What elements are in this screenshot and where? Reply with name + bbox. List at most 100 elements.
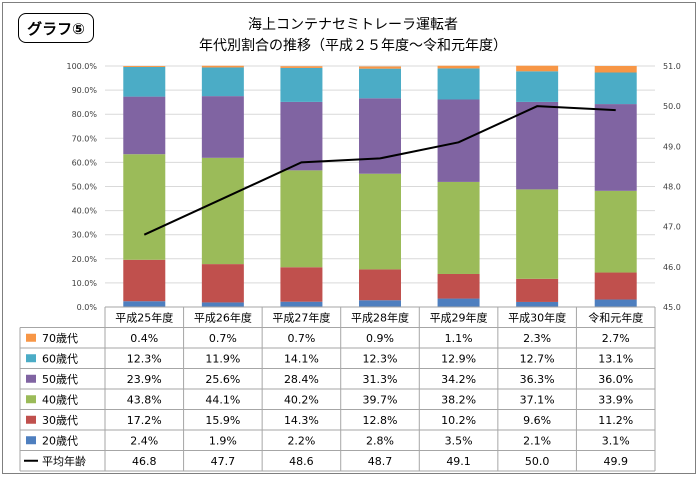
data-label: 36.0% — [598, 373, 633, 386]
bar-segment-60s — [359, 68, 401, 99]
x-category-label: 平成30年度 — [508, 310, 566, 324]
data-label: 2.8% — [366, 434, 394, 447]
legend-label: 平均年齢 — [42, 454, 86, 468]
bar-segment-70s — [201, 65, 244, 68]
y-left-tick-label: 90.0% — [72, 86, 98, 95]
legend-swatch-50s — [26, 374, 36, 383]
data-label: 36.3% — [520, 373, 555, 386]
chart-title-line-1: 海上コンテナセミトレーラ運転者 — [248, 17, 458, 33]
data-label: 13.1% — [598, 352, 633, 365]
legend-label: 50歳代 — [42, 373, 78, 386]
legend-label: 30歳代 — [42, 414, 78, 427]
data-label: 12.8% — [363, 414, 398, 427]
data-label: 37.1% — [520, 393, 555, 406]
bar-segment-50s — [437, 99, 480, 182]
bar-segment-20s — [123, 301, 166, 307]
bar-segment-30s — [123, 259, 166, 302]
bar-segment-60s — [123, 66, 166, 97]
data-label: 2.1% — [523, 434, 551, 447]
data-label: 2.7% — [602, 332, 630, 345]
legend-swatch-60s — [26, 354, 36, 363]
legend-label: 70歳代 — [42, 332, 78, 345]
bar-segment-40s — [201, 157, 244, 265]
data-label: 3.1% — [602, 434, 630, 447]
data-label: 3.5% — [445, 434, 473, 447]
y-right-tick-label: 47.0 — [663, 223, 681, 232]
bar-segment-40s — [516, 189, 559, 279]
bar-segment-40s — [123, 154, 166, 260]
data-label: 1.9% — [209, 434, 237, 447]
x-category-label: 平成26年度 — [194, 310, 252, 324]
y-right-tick-label: 50.0 — [663, 102, 681, 111]
x-category-label: 令和元年度 — [588, 310, 643, 324]
data-label: 12.3% — [127, 352, 162, 365]
bar-segment-70s — [123, 66, 166, 67]
data-label: 39.7% — [363, 393, 398, 406]
data-label: 0.7% — [287, 332, 315, 345]
data-label: 31.3% — [363, 373, 398, 386]
data-label: 33.9% — [598, 393, 633, 406]
bar-segment-20s — [594, 299, 637, 307]
y-left-tick-label: 30.0% — [72, 231, 98, 240]
y-left-tick-label: 40.0% — [72, 207, 98, 216]
bar-segment-40s — [359, 173, 401, 270]
x-category-label: 平成25年度 — [115, 310, 173, 324]
bar-segment-30s — [516, 278, 559, 302]
bar-segment-70s — [594, 66, 637, 73]
data-label: 49.9 — [603, 455, 628, 468]
y-right-tick-label: 45.0 — [663, 303, 681, 312]
data-label: 14.1% — [284, 352, 319, 365]
bar-segment-30s — [437, 273, 480, 299]
data-label: 28.4% — [284, 373, 319, 386]
average-age-line — [143, 105, 616, 236]
x-category-label: 平成29年度 — [430, 310, 488, 324]
legend-label: 20歳代 — [42, 434, 78, 447]
y-left-tick-label: 80.0% — [72, 110, 98, 119]
bar-segment-20s — [516, 301, 559, 307]
data-label: 44.1% — [205, 393, 240, 406]
bar-segment-30s — [594, 272, 637, 300]
bar-segment-50s — [594, 104, 637, 191]
bar-segment-70s — [280, 66, 323, 68]
data-label: 1.1% — [445, 332, 473, 345]
legend-label: 40歳代 — [42, 393, 78, 406]
data-label: 25.6% — [205, 373, 240, 386]
x-category-label: 平成28年度 — [351, 310, 409, 324]
data-label: 11.9% — [205, 352, 240, 365]
data-label: 2.3% — [523, 332, 551, 345]
data-label: 12.9% — [441, 352, 476, 365]
y-left-tick-label: 20.0% — [72, 255, 98, 264]
bar-segment-50s — [516, 101, 559, 190]
bar-segment-30s — [280, 267, 323, 302]
y-right-tick-label: 46.0 — [663, 263, 681, 272]
bar-segment-20s — [437, 298, 480, 307]
data-label: 23.9% — [127, 373, 162, 386]
y-left-tick-label: 50.0% — [72, 183, 98, 192]
bar-segment-60s — [594, 72, 637, 105]
y-left-tick-label: 0.0% — [77, 303, 98, 312]
data-label: 40.2% — [284, 393, 319, 406]
bar-segment-20s — [359, 300, 401, 307]
bar-segment-60s — [437, 68, 480, 100]
data-label: 10.2% — [441, 414, 476, 427]
data-label: 49.1 — [446, 455, 471, 468]
bar-segment-40s — [594, 190, 637, 273]
data-label: 43.8% — [127, 393, 162, 406]
bar-segment-70s — [359, 66, 401, 69]
data-label: 12.7% — [520, 352, 555, 365]
bar-segment-40s — [437, 181, 480, 274]
bar-segment-30s — [201, 264, 244, 303]
data-label: 47.7 — [211, 455, 236, 468]
data-label: 34.2% — [441, 373, 476, 386]
x-category-label: 平成27年度 — [272, 310, 330, 324]
data-label: 12.3% — [363, 352, 398, 365]
chart-title-line-2: 年代別割合の推移（平成２５年度～令和元年度） — [199, 38, 507, 54]
y-left-tick-label: 100.0% — [66, 62, 97, 71]
data-label: 17.2% — [127, 414, 162, 427]
y-right-tick-label: 49.0 — [663, 142, 681, 151]
data-label: 2.2% — [287, 434, 315, 447]
data-label: 11.2% — [598, 414, 633, 427]
data-label: 38.2% — [441, 393, 476, 406]
